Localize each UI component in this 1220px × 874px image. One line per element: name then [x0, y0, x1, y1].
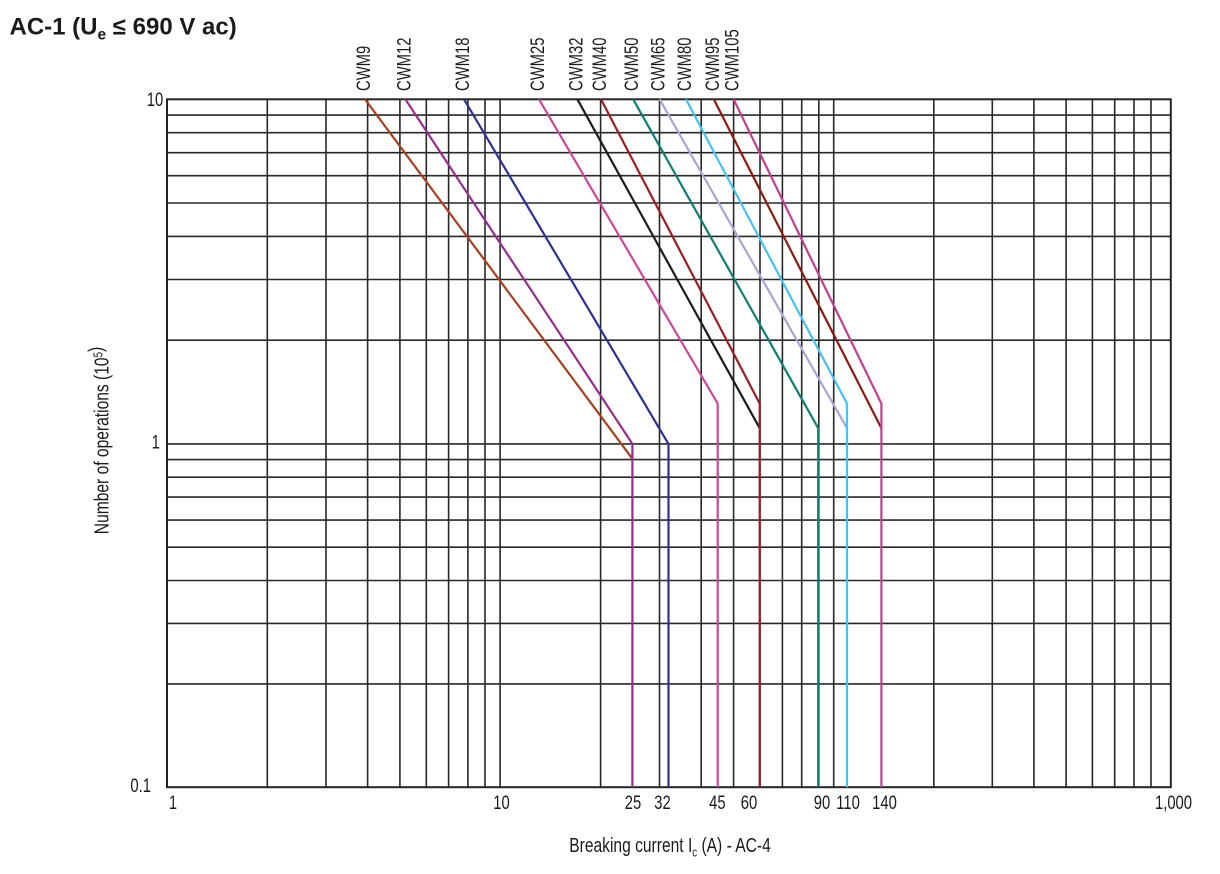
svg-text:10: 10 — [493, 792, 509, 813]
svg-text:AC-1 (Ue ≤ 690 V ac): AC-1 (Ue ≤ 690 V ac) — [10, 14, 237, 44]
svg-text:CWM65: CWM65 — [648, 38, 669, 91]
svg-text:0.1: 0.1 — [130, 775, 151, 796]
svg-text:CWM9: CWM9 — [353, 46, 374, 91]
svg-text:60: 60 — [741, 792, 757, 813]
svg-text:CWM95: CWM95 — [702, 38, 723, 91]
svg-text:10: 10 — [147, 89, 163, 110]
svg-text:CWM80: CWM80 — [674, 38, 695, 91]
svg-text:1: 1 — [169, 792, 177, 813]
svg-text:140: 140 — [872, 792, 897, 813]
svg-text:CWM105: CWM105 — [722, 29, 743, 91]
svg-text:CWM50: CWM50 — [621, 38, 642, 91]
svg-text:32: 32 — [654, 792, 670, 813]
svg-text:1,000: 1,000 — [1155, 792, 1192, 813]
svg-text:CWM18: CWM18 — [452, 38, 473, 91]
svg-text:CWM25: CWM25 — [527, 38, 548, 91]
svg-text:CWM32: CWM32 — [566, 38, 587, 91]
svg-text:CWM40: CWM40 — [589, 38, 610, 91]
svg-text:25: 25 — [625, 792, 641, 813]
svg-text:1: 1 — [152, 432, 160, 453]
svg-text:CWM12: CWM12 — [394, 38, 415, 91]
svg-text:110: 110 — [836, 792, 860, 813]
svg-text:45: 45 — [709, 792, 725, 813]
svg-text:Breaking current Ic (A) - AC-4: Breaking current Ic (A) - AC-4 — [569, 834, 771, 860]
svg-text:90: 90 — [814, 792, 830, 813]
